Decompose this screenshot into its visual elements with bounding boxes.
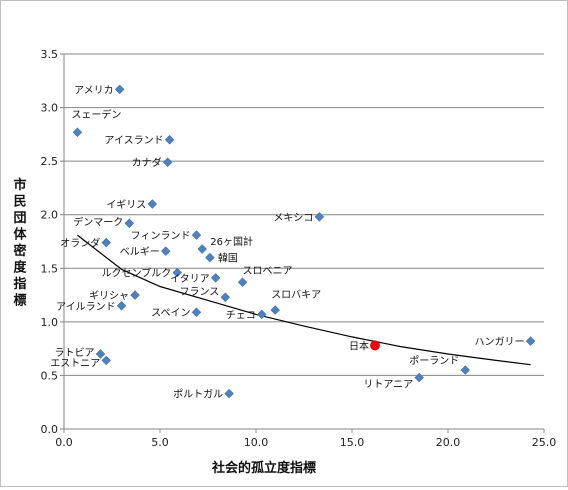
- data-label: 韓国: [218, 253, 238, 265]
- data-label: アイスランド: [104, 135, 163, 147]
- data-label: アイルランド: [56, 301, 116, 313]
- y-axis-title: 市民団体密度指標: [12, 177, 27, 309]
- data-point: [191, 230, 202, 240]
- data-label: ポーランド: [409, 355, 459, 367]
- data-point: [95, 349, 106, 359]
- data-label: カナダ: [132, 156, 162, 169]
- y-tick-label: 3.0: [41, 102, 59, 115]
- data-label: アメリカ: [74, 84, 114, 96]
- data-label: スペイン: [151, 308, 190, 319]
- data-label: 日本: [349, 339, 369, 352]
- x-tick-label: 5.0: [151, 436, 169, 449]
- data-point: [205, 252, 215, 263]
- data-point: [162, 157, 173, 167]
- data-point: [414, 372, 424, 383]
- data-point: [237, 277, 248, 287]
- data-point: [116, 301, 127, 311]
- data-point: [72, 127, 83, 137]
- data-point: [270, 305, 280, 315]
- data-label: ベルギー: [120, 246, 160, 258]
- trendline-layer: [77, 234, 531, 366]
- data-point: [172, 267, 183, 278]
- tick-labels: 0.0 0.5 1.0 1.5 2.0 2.5 3.0 3.5 0.0 5.0 10.0 15.0 20…: [41, 48, 557, 449]
- data-point: [460, 365, 471, 375]
- data-point: [130, 290, 140, 300]
- x-tick-label: 25.0: [532, 436, 557, 449]
- trendline: [77, 234, 531, 366]
- gridlines: [64, 53, 544, 376]
- data-label: ポルトガル: [173, 389, 223, 401]
- y-axis-title-group: 市民団体密度指標: [12, 177, 27, 309]
- y-tick-label: 0.5: [41, 369, 59, 382]
- data-point: [161, 246, 171, 256]
- y-tick-label: 2.0: [41, 209, 59, 222]
- x-tick-label: 20.0: [436, 436, 461, 449]
- data-label: デンマーク: [73, 215, 123, 228]
- data-point: [224, 388, 234, 399]
- data-label: リトアニア: [363, 380, 413, 391]
- data-label: ルクセンブルク: [102, 267, 172, 280]
- data-point: [147, 199, 158, 209]
- y-tick-label: 2.5: [41, 155, 59, 168]
- data-point: [210, 273, 221, 283]
- data-label: スェーデン: [71, 108, 121, 121]
- data-point: [164, 134, 175, 145]
- x-tick-label: 15.0: [340, 436, 365, 449]
- data-label: フィンランド: [131, 230, 191, 242]
- data-label: フランス: [179, 286, 219, 298]
- y-tick-label: 1.0: [41, 316, 59, 329]
- data-label: メキシコ: [273, 213, 313, 224]
- data-point: [124, 218, 135, 229]
- data-point: [525, 336, 536, 346]
- y-tick-label: 3.5: [41, 48, 59, 61]
- data-label: イタリア: [170, 273, 210, 285]
- data-label: ギリシャ: [89, 290, 129, 302]
- data-label: エストニア: [50, 358, 100, 369]
- data-label: スロベニア: [243, 265, 293, 277]
- y-tick-label: 1.5: [41, 262, 59, 275]
- data-point: [114, 84, 125, 95]
- data-point: [257, 309, 267, 320]
- x-axis-title: 社会的孤立度指標: [211, 460, 316, 476]
- data-point: [314, 212, 325, 222]
- data-point-highlight: [370, 340, 380, 351]
- data-label: チェコ: [226, 309, 256, 321]
- x-tick-label: 0.0: [55, 436, 73, 449]
- data-label: 26ヶ国計: [210, 235, 253, 248]
- data-point: [220, 292, 231, 302]
- data-point: [101, 355, 111, 366]
- x-tick-label: 10.0: [244, 436, 269, 449]
- data-markers: [72, 84, 536, 399]
- data-label: ラトビア: [54, 347, 94, 359]
- data-point: [101, 237, 111, 248]
- data-label: ハンガリー: [475, 336, 525, 348]
- y-tick-label: 0.0: [41, 423, 59, 436]
- data-point: [191, 307, 202, 317]
- data-label: イギリス: [106, 199, 146, 211]
- data-label: オランダ: [60, 237, 100, 250]
- axes: [60, 53, 545, 433]
- data-point: [197, 244, 207, 254]
- data-label: スロバキア: [271, 289, 321, 301]
